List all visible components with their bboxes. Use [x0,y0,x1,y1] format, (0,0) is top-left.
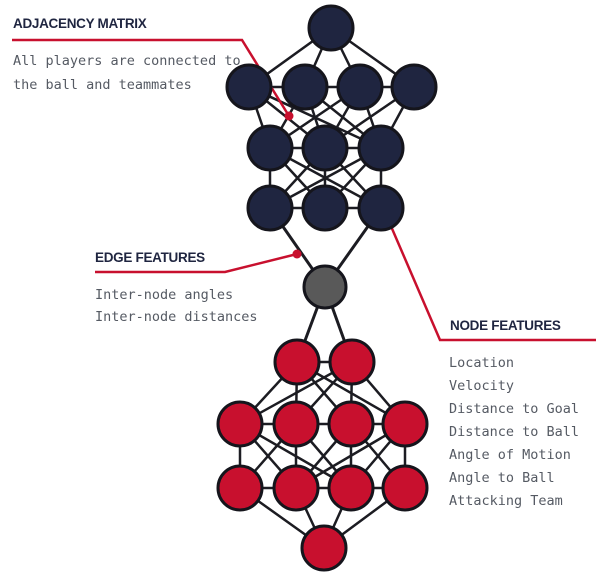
edge-features-line-2: Inter-node distances [95,309,258,325]
callout-dot [284,111,294,121]
player-node-navy [357,184,405,232]
player-node-red [300,524,348,572]
player-node-navy [390,63,438,111]
ball-node [302,264,348,310]
player-node-navy [281,63,329,111]
node-features-label: NODE FEATURES Location Velocity Distance… [449,318,579,509]
player-node-red [327,464,375,512]
edge-features-callout-line [95,252,298,274]
node-features-line-6: Angle to Ball [449,470,555,486]
player-node-red [273,338,321,386]
node-features-title: NODE FEATURES [450,318,561,333]
adjacency-matrix-line-2: the ball and teammates [13,77,192,93]
player-node-red [272,464,320,512]
adjacency-callout-line [12,38,291,117]
node-features-line-7: Attacking Team [449,493,563,509]
player-node-red [328,338,376,386]
node-features-line-5: Angle of Motion [449,447,571,463]
graph-nodes [216,4,438,572]
player-node-navy [246,124,294,172]
node-features-line-4: Distance to Ball [449,424,579,440]
adjacency-matrix-title: ADJACENCY MATRIX [13,16,147,31]
edge-features-label: EDGE FEATURES Inter-node angles Inter-no… [95,250,258,325]
player-node-navy [336,63,384,111]
adjacency-matrix-label: ADJACENCY MATRIX All players are connect… [13,16,241,93]
player-node-navy [301,124,349,172]
player-node-red [272,400,320,448]
player-node-red [216,400,264,448]
edge-features-title: EDGE FEATURES [95,250,205,265]
callout-dot [292,249,302,259]
node-features-line-2: Velocity [449,378,514,394]
node-features-callout-line [382,209,596,342]
player-node-navy [307,4,355,52]
adjacency-matrix-line-1: All players are connected to [13,53,241,69]
player-node-navy [301,184,349,232]
node-features-line-3: Distance to Goal [449,401,579,417]
player-node-red [216,464,264,512]
node-features-line-1: Location [449,355,514,371]
edge-features-line-1: Inter-node angles [95,287,233,303]
player-node-red [327,400,375,448]
player-node-red [381,400,429,448]
player-node-navy [246,184,294,232]
player-node-navy [225,63,273,111]
player-node-navy [357,124,405,172]
player-node-red [381,464,429,512]
